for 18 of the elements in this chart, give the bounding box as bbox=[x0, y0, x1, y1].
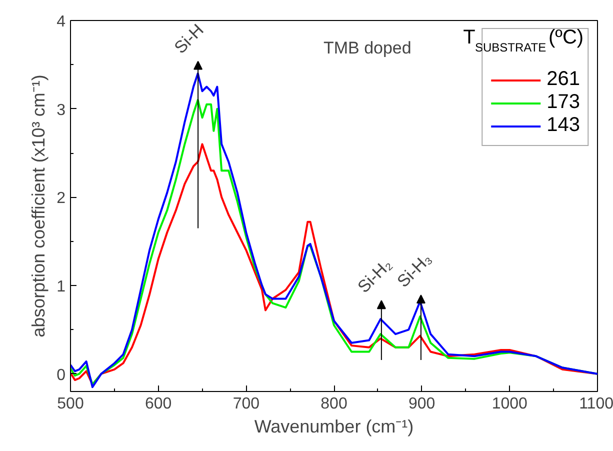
legend-label: 143 bbox=[546, 114, 580, 137]
y-tick-label: 2 bbox=[56, 190, 66, 208]
legend-label: 173 bbox=[546, 91, 580, 114]
x-tick-label: 700 bbox=[232, 396, 260, 412]
x-tick-label: 800 bbox=[320, 396, 348, 412]
x-tick-label: 500 bbox=[57, 396, 84, 412]
y-tick-label: 0 bbox=[56, 366, 66, 384]
x-tick-label: 1000 bbox=[492, 396, 528, 412]
y-tick-label: 4 bbox=[56, 14, 66, 30]
x-tick-label: 600 bbox=[144, 396, 172, 412]
y-tick-label: 1 bbox=[56, 278, 66, 296]
x-tick-label: 1100 bbox=[579, 396, 613, 412]
legend-label: 261 bbox=[546, 68, 580, 91]
y-axis-title: absorption coefficient (x10³ cm⁻¹) bbox=[28, 74, 49, 338]
y-tick-label: 3 bbox=[56, 102, 66, 119]
annotation: TMB doped bbox=[323, 38, 412, 58]
x-axis-title: Wavenumber (cm⁻¹) bbox=[254, 416, 414, 436]
x-tick-label: 900 bbox=[408, 396, 436, 412]
